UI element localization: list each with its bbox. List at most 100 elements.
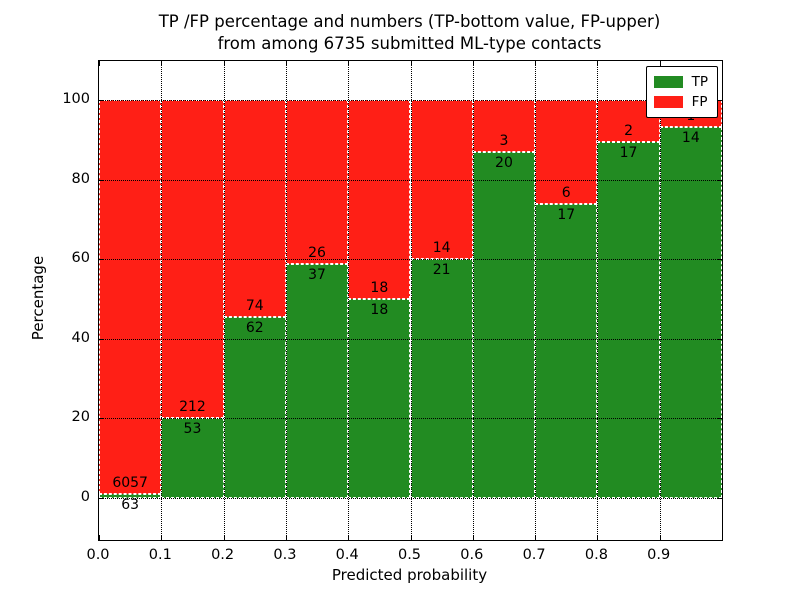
v-gridline (223, 61, 225, 540)
v-gridline (285, 61, 287, 540)
fp-count-label: 14 (432, 240, 451, 257)
fp-count-label: 2 (624, 122, 633, 139)
x-tick-label: 0.1 (148, 547, 172, 563)
v-gridline (659, 61, 661, 540)
legend-entry-fp: FP (653, 92, 708, 112)
x-tick-mark (659, 61, 661, 66)
x-tick-label: 0.3 (273, 547, 297, 563)
fp-legend-swatch (653, 96, 683, 108)
tp-legend-swatch (653, 76, 683, 88)
y-tick-mark (99, 338, 104, 340)
x-tick-mark (99, 535, 100, 540)
tp-count-label: 37 (308, 267, 326, 284)
x-tick-mark (472, 61, 474, 66)
x-tick-mark (535, 535, 537, 540)
y-tick-label: 80 (71, 170, 90, 187)
y-tick-mark (717, 338, 722, 340)
x-tick-mark (410, 61, 412, 66)
x-tick-label: 0.7 (522, 547, 546, 563)
fp-count-label: 74 (245, 297, 264, 314)
x-tick-mark (348, 535, 350, 540)
v-gridline (597, 61, 599, 540)
tp-bar-segment (472, 151, 536, 498)
y-tick-label: 0 (80, 489, 90, 505)
y-tick-mark (717, 179, 722, 181)
plot-area: 605763212537462263718181421320617217114 … (98, 60, 723, 541)
v-gridline (535, 61, 537, 540)
x-tick-mark (285, 535, 287, 540)
x-axis-label: Predicted probability (331, 566, 488, 584)
y-tick-label: 60 (71, 250, 90, 267)
tp-bar-segment (99, 493, 162, 498)
fp-bar-segment (223, 100, 286, 317)
fp-legend-label: FP (691, 94, 708, 110)
legend-entry-tp: TP (653, 72, 708, 92)
fp-count-label: 18 (370, 280, 389, 296)
x-tick-label: 0.6 (460, 547, 484, 563)
x-tick-label: 0.8 (584, 547, 608, 563)
tp-count-label: 62 (245, 319, 264, 336)
x-tick-label: 0.4 (335, 547, 359, 563)
tp-bar-segment (597, 141, 660, 498)
fp-count-label: 3 (499, 132, 509, 149)
y-tick-mark (717, 259, 722, 261)
v-gridline (161, 61, 163, 540)
y-tick-mark (717, 100, 722, 101)
tp-count-label: 63 (121, 496, 140, 513)
y-tick-mark (717, 418, 722, 420)
y-tick-label: 20 (71, 409, 90, 426)
tp-legend-label: TP (691, 74, 708, 90)
x-tick-mark (348, 61, 350, 66)
x-tick-mark (535, 61, 537, 66)
fp-count-label: 26 (308, 245, 326, 262)
tp-bar-segment (348, 299, 411, 498)
x-tick-mark (223, 61, 225, 66)
fp-bar-segment (348, 100, 411, 299)
x-tick-mark (223, 535, 225, 540)
x-tick-label: 0.2 (211, 547, 235, 563)
tp-count-label: 17 (619, 144, 638, 161)
x-tick-label: 0.9 (647, 547, 671, 563)
x-tick-mark (285, 61, 287, 66)
tp-bar-segment (285, 264, 349, 498)
fp-count-label: 6057 (112, 474, 148, 491)
y-tick-mark (717, 498, 722, 499)
x-tick-label: 0.5 (397, 547, 422, 563)
v-gridline (410, 61, 412, 540)
v-gridline (348, 61, 350, 540)
tp-count-label: 14 (681, 129, 700, 146)
tp-bar-segment (410, 259, 473, 498)
y-tick-mark (99, 418, 104, 420)
tp-bar-segment (535, 203, 598, 498)
y-axis-label: Percentage (29, 255, 47, 341)
tp-count-label: 20 (495, 154, 513, 171)
fp-count-label: 6 (561, 184, 571, 201)
y-tick-mark (99, 100, 104, 101)
legend: TP FP (645, 66, 718, 118)
y-tick-mark (99, 179, 104, 181)
x-tick-mark (410, 535, 412, 540)
y-tick-mark (99, 259, 104, 261)
tp-count-label: 18 (370, 302, 389, 318)
x-tick-mark (99, 61, 100, 66)
fp-bar-segment (285, 100, 349, 265)
y-tick-mark (99, 498, 104, 499)
x-tick-mark (161, 535, 163, 540)
tp-bar-segment (659, 126, 722, 498)
x-tick-mark (597, 535, 599, 540)
y-tick-label: 40 (71, 329, 90, 346)
x-tick-mark (659, 535, 661, 540)
chart-title-line1: TP /FP percentage and numbers (TP-bottom… (158, 12, 661, 31)
x-tick-mark (472, 535, 474, 540)
fp-count-label: 212 (179, 399, 206, 416)
v-gridline (472, 61, 474, 540)
x-tick-mark (161, 61, 163, 66)
tp-count-label: 17 (557, 206, 576, 223)
tp-count-label: 53 (183, 421, 202, 438)
chart-title-line2: from among 6735 submitted ML-type contac… (217, 34, 602, 53)
tp-count-label: 21 (432, 262, 451, 279)
x-tick-mark (597, 61, 599, 66)
y-tick-label: 100 (62, 91, 90, 107)
x-tick-label: 0.0 (86, 547, 110, 563)
